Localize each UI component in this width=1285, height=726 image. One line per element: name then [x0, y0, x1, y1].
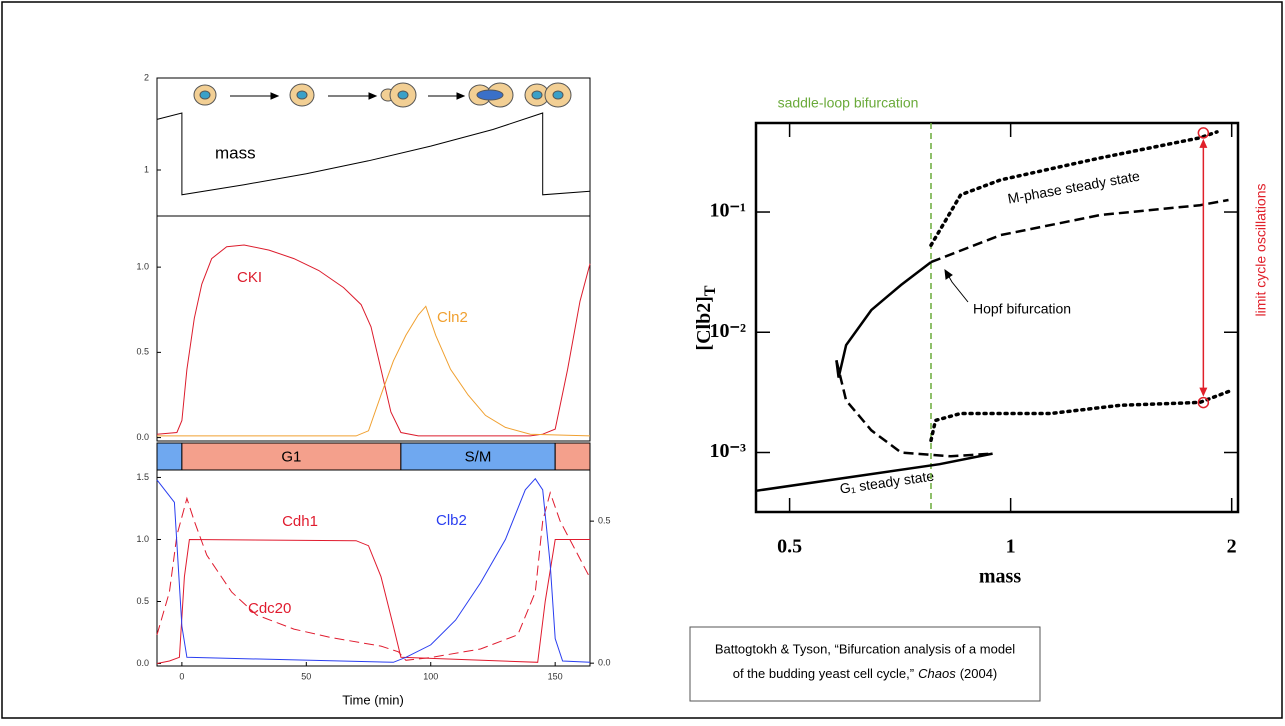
x-tick-label: 100 [423, 671, 438, 681]
slide-border [2, 2, 1282, 718]
y-tick-label: 1.0 [136, 534, 149, 544]
annotation: Hopf bifurcation [973, 301, 1071, 317]
y-tick-label: 0.0 [136, 658, 149, 668]
y-tick-label: 0.5 [136, 596, 149, 606]
series-label: mass [215, 143, 256, 162]
phase-segment [157, 443, 182, 470]
phase-segment [555, 443, 590, 470]
citation-text: of the budding yeast cell cycle,” [733, 666, 914, 681]
y-tick-label: 1.0 [136, 262, 149, 272]
y-tick-label: 1.5 [136, 472, 149, 482]
y-tick-label: 0.5 [136, 347, 149, 357]
annotation: limit cycle oscillations [1253, 183, 1269, 316]
series-label: Cdc20 [248, 600, 291, 617]
x-axis-label: Time (min) [342, 692, 404, 707]
y-tick-label: 0.0 [136, 432, 149, 442]
x-axis-label: mass [979, 566, 1021, 588]
phase-label: G1 [281, 448, 301, 465]
citation-box [690, 627, 1040, 701]
y-label-subscript: T [702, 285, 719, 296]
y2-tick-label: 0.0 [598, 658, 611, 668]
x-tick-label: 0 [179, 671, 184, 681]
phase-label: S/M [465, 448, 492, 465]
series-label: Clb2 [436, 512, 467, 529]
citation-journal: Chaos [918, 666, 956, 681]
y2-tick-label: 0.5 [598, 516, 611, 526]
series-label: CKI [237, 269, 262, 286]
annotation: saddle-loop bifurcation [778, 95, 919, 111]
y-tick-label: 1 [144, 164, 149, 174]
citation-year: (2004) [960, 666, 998, 681]
y-tick-label: 10⁻¹ [709, 200, 746, 222]
x-tick-label: 150 [548, 671, 563, 681]
series-label: Cln2 [437, 309, 468, 326]
y-tick-label: 10⁻³ [709, 440, 746, 462]
y-tick-label: 2 [144, 72, 149, 82]
citation: Battogtokh & Tyson, “Bifurcation analysi… [715, 641, 1015, 656]
x-tick-label: 1 [1006, 536, 1016, 558]
slide: mass CKI Cln2 Cdh1 Cdc20 Clb2 saddle-loo… [0, 0, 1285, 721]
series-label: Cdh1 [282, 513, 318, 530]
x-tick-label: 0.5 [777, 536, 802, 558]
x-tick-label: 2 [1227, 536, 1237, 558]
y-tick-label: 10⁻² [709, 320, 746, 342]
x-tick-label: 50 [301, 671, 311, 681]
